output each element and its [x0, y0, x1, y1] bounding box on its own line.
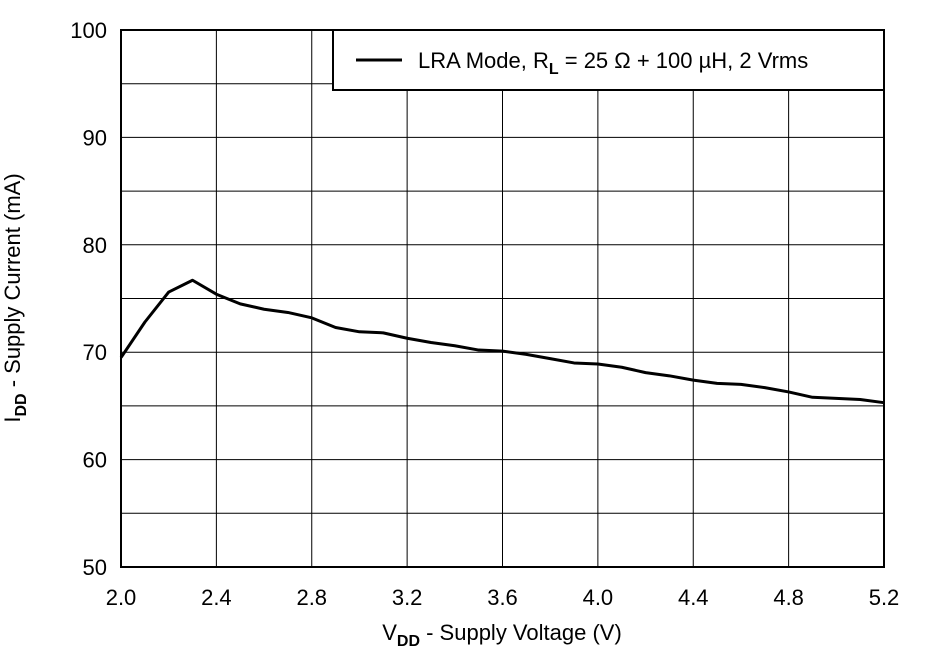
y-tick-label: 80: [83, 233, 107, 258]
text-segment: DD: [13, 393, 30, 416]
y-tick-label: 100: [70, 18, 107, 43]
text-segment: DD: [397, 633, 420, 650]
x-tick-label: 4.4: [678, 585, 709, 610]
x-tick-label: 4.0: [583, 585, 614, 610]
legend: LRA Mode, RL = 25 Ω + 100 µH, 2 Vrms: [332, 29, 885, 91]
y-tick-label: 70: [83, 340, 107, 365]
y-axis-label: IDD - Supply Current (mA): [0, 173, 30, 422]
data-line: [119, 278, 885, 405]
x-tick-label: 5.2: [869, 585, 900, 610]
x-tick-label: 2.8: [296, 585, 327, 610]
x-tick-label: 3.6: [487, 585, 518, 610]
x-tick-label: 2.0: [106, 585, 137, 610]
x-tick-label: 4.8: [773, 585, 804, 610]
x-axis-label: VDD - Supply Voltage (V): [382, 620, 622, 650]
x-tick-label: 2.4: [201, 585, 232, 610]
y-tick-label: 60: [83, 448, 107, 473]
text-segment: V: [382, 620, 397, 645]
legend-label: LRA Mode, RL = 25 Ω + 100 µH, 2 Vrms: [418, 48, 808, 78]
y-tick-label: 50: [83, 555, 107, 580]
text-segment: I: [0, 417, 25, 423]
text-segment: L: [549, 61, 559, 78]
text-segment: - Supply Current (mA): [0, 173, 25, 393]
text-segment: LRA Mode, R: [418, 48, 549, 73]
legend-box: [332, 29, 885, 91]
text-segment: = 25 Ω + 100 µH, 2 Vrms: [559, 48, 809, 73]
y-tick-label: 90: [83, 125, 107, 150]
x-tick-label: 3.2: [392, 585, 423, 610]
text-segment: - Supply Voltage (V): [420, 620, 622, 645]
